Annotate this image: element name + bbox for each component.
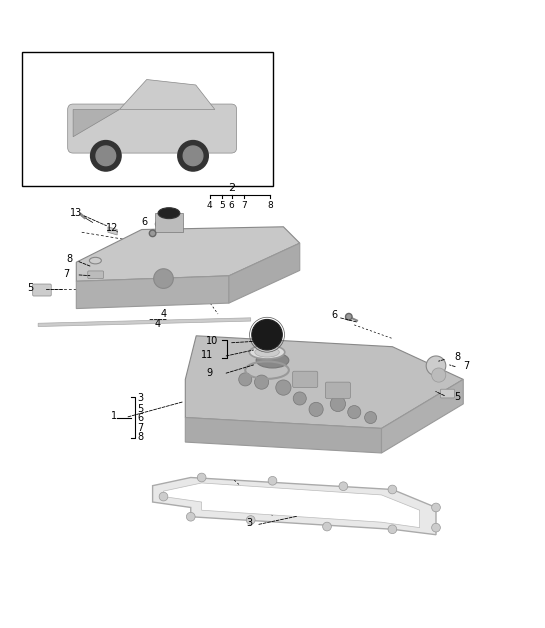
Text: 3: 3 bbox=[246, 518, 253, 528]
Text: 5: 5 bbox=[137, 404, 143, 414]
Polygon shape bbox=[73, 109, 119, 137]
Polygon shape bbox=[153, 477, 436, 534]
Circle shape bbox=[365, 411, 377, 423]
Text: 4: 4 bbox=[160, 310, 167, 320]
Text: 10: 10 bbox=[207, 336, 219, 346]
Text: 2: 2 bbox=[228, 183, 235, 193]
Circle shape bbox=[432, 503, 440, 512]
Circle shape bbox=[432, 523, 440, 532]
Circle shape bbox=[348, 406, 361, 419]
Ellipse shape bbox=[158, 208, 180, 219]
Text: 9: 9 bbox=[207, 369, 213, 379]
Circle shape bbox=[339, 482, 348, 490]
Circle shape bbox=[330, 396, 346, 411]
Circle shape bbox=[154, 269, 173, 288]
Circle shape bbox=[255, 375, 269, 389]
Text: 8: 8 bbox=[267, 201, 272, 210]
Polygon shape bbox=[185, 336, 463, 428]
Polygon shape bbox=[119, 80, 215, 109]
Polygon shape bbox=[164, 483, 420, 528]
Text: 5: 5 bbox=[455, 392, 461, 403]
Circle shape bbox=[96, 146, 116, 166]
Ellipse shape bbox=[256, 353, 289, 368]
Circle shape bbox=[268, 477, 277, 485]
FancyBboxPatch shape bbox=[440, 389, 455, 398]
Circle shape bbox=[388, 485, 397, 494]
Circle shape bbox=[239, 373, 252, 386]
FancyBboxPatch shape bbox=[68, 104, 237, 153]
Text: 6: 6 bbox=[141, 217, 148, 227]
Text: 6: 6 bbox=[331, 310, 338, 320]
Text: 6: 6 bbox=[229, 201, 234, 210]
Text: 8: 8 bbox=[455, 352, 461, 362]
Circle shape bbox=[252, 320, 282, 350]
Text: 7: 7 bbox=[463, 361, 469, 371]
Circle shape bbox=[426, 356, 446, 376]
Polygon shape bbox=[382, 379, 463, 453]
Text: 13: 13 bbox=[70, 208, 82, 218]
FancyBboxPatch shape bbox=[325, 382, 350, 399]
Polygon shape bbox=[185, 418, 382, 453]
Text: 8: 8 bbox=[66, 254, 72, 264]
Circle shape bbox=[388, 525, 397, 534]
Ellipse shape bbox=[155, 217, 183, 231]
Polygon shape bbox=[38, 318, 251, 327]
Ellipse shape bbox=[250, 345, 284, 359]
Circle shape bbox=[309, 403, 323, 416]
Ellipse shape bbox=[255, 347, 280, 357]
Circle shape bbox=[90, 141, 121, 171]
Bar bbox=[155, 213, 183, 232]
Text: 3: 3 bbox=[137, 393, 143, 403]
Text: 7: 7 bbox=[137, 423, 143, 433]
Text: 5: 5 bbox=[27, 283, 33, 293]
FancyBboxPatch shape bbox=[33, 284, 51, 296]
Circle shape bbox=[197, 473, 206, 482]
Ellipse shape bbox=[89, 257, 101, 264]
Text: 12: 12 bbox=[106, 223, 118, 233]
FancyBboxPatch shape bbox=[88, 271, 104, 279]
Polygon shape bbox=[229, 243, 300, 303]
Polygon shape bbox=[108, 227, 117, 235]
Circle shape bbox=[186, 512, 195, 521]
Bar bbox=[22, 52, 272, 186]
Text: 4: 4 bbox=[207, 201, 213, 210]
Circle shape bbox=[159, 492, 168, 501]
Circle shape bbox=[149, 230, 156, 237]
Text: 4: 4 bbox=[155, 320, 161, 329]
FancyBboxPatch shape bbox=[293, 371, 318, 387]
Text: 5: 5 bbox=[219, 201, 225, 210]
Polygon shape bbox=[76, 227, 300, 281]
Circle shape bbox=[183, 146, 203, 166]
Text: 1: 1 bbox=[111, 411, 118, 421]
Circle shape bbox=[276, 380, 291, 395]
Polygon shape bbox=[76, 276, 229, 308]
Text: 8: 8 bbox=[137, 432, 143, 442]
Text: 7: 7 bbox=[241, 201, 246, 210]
Circle shape bbox=[246, 516, 255, 524]
Text: 11: 11 bbox=[201, 350, 213, 360]
Circle shape bbox=[432, 368, 446, 382]
Text: 6: 6 bbox=[137, 413, 143, 423]
Circle shape bbox=[178, 141, 208, 171]
Circle shape bbox=[346, 313, 352, 320]
Text: 7: 7 bbox=[63, 269, 70, 279]
Circle shape bbox=[323, 522, 331, 531]
Circle shape bbox=[293, 392, 306, 405]
